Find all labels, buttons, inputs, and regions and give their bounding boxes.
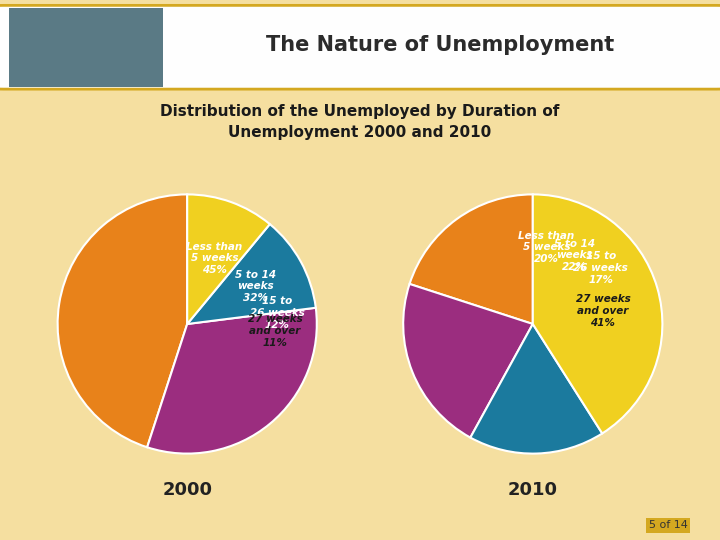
Text: 15 to
26 weeks
12%: 15 to 26 weeks 12% <box>250 296 305 329</box>
Text: 5 to 14
weeks
22%: 5 to 14 weeks 22% <box>554 239 595 272</box>
Text: Distribution of the Unemployed by Duration of
Unemployment 2000 and 2010: Distribution of the Unemployed by Durati… <box>161 104 559 140</box>
Text: 2000: 2000 <box>162 481 212 499</box>
Wedge shape <box>187 194 270 324</box>
Text: Less than
5 weeks
45%: Less than 5 weeks 45% <box>186 241 243 275</box>
FancyBboxPatch shape <box>0 5 720 89</box>
Wedge shape <box>470 324 602 454</box>
Text: The Nature of Unemployment: The Nature of Unemployment <box>266 36 615 56</box>
Text: 5 to 14
weeks
32%: 5 to 14 weeks 32% <box>235 269 276 303</box>
Text: 5 of 14: 5 of 14 <box>649 520 688 530</box>
Wedge shape <box>58 194 187 447</box>
Wedge shape <box>147 308 317 454</box>
Wedge shape <box>403 284 533 437</box>
FancyBboxPatch shape <box>1 4 171 91</box>
Text: 15 to
26 weeks
17%: 15 to 26 weeks 17% <box>573 251 628 285</box>
Text: Less than
5 weeks
20%: Less than 5 weeks 20% <box>518 231 575 264</box>
Text: 27 weeks
and over
41%: 27 weeks and over 41% <box>575 294 630 328</box>
Text: 27 weeks
and over
11%: 27 weeks and over 11% <box>248 314 302 348</box>
Text: 2010: 2010 <box>508 481 558 499</box>
Wedge shape <box>533 194 662 434</box>
Wedge shape <box>410 194 533 324</box>
Wedge shape <box>187 224 316 324</box>
